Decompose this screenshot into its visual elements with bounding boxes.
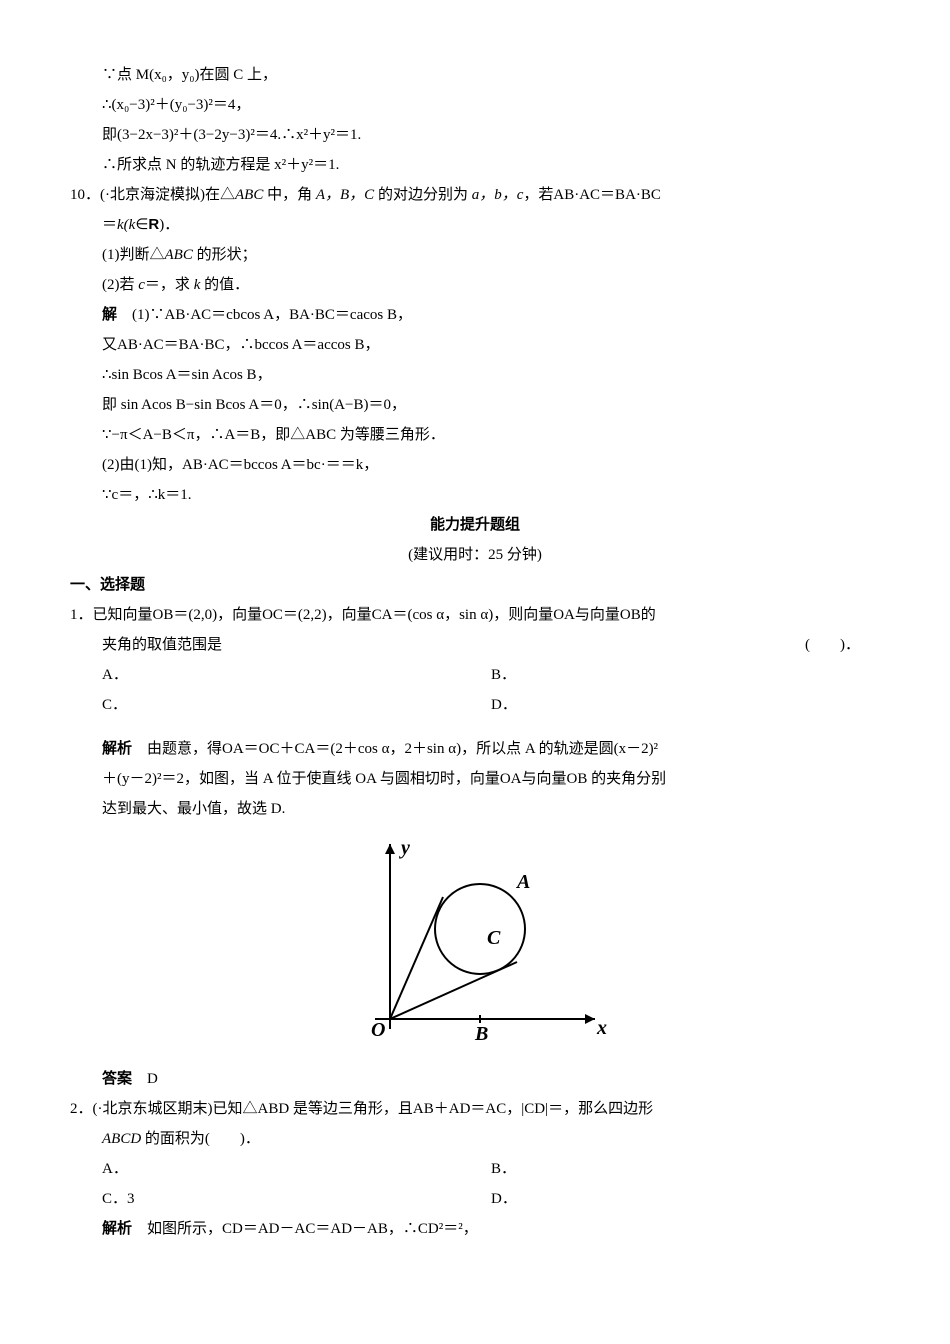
top-l3: 即(3−2x−3)²＋(3−2y−3)²＝4.∴x²＋y²＝1. bbox=[102, 120, 880, 150]
q1-figure: O B x y A C bbox=[335, 834, 615, 1054]
q1-ana2: ＋(y－2)²＝2，如图，当 A 位于使直线 OA 与圆相切时，向量OA与向量O… bbox=[70, 764, 880, 794]
q2-choice-d: D． bbox=[491, 1184, 880, 1214]
q10-head-e: 的对边分别为 bbox=[374, 187, 472, 203]
q2-head2b: 的面积为( )． bbox=[141, 1131, 260, 1147]
q2-ana-text: 如图所示，CD＝AD－AC＝AD－AB，∴CD²＝²， bbox=[132, 1221, 478, 1237]
q10-head-d: A，B，C bbox=[316, 187, 374, 203]
q10-l2c: ∈ bbox=[135, 217, 148, 233]
q10-head: 10．(·北京海淀模拟)在△ABC 中，角 A，B，C 的对边分别为 a，b，c… bbox=[70, 180, 880, 210]
group-title: 能力提升题组 bbox=[70, 510, 880, 540]
section-1-title: 一、选择题 bbox=[70, 570, 880, 600]
fig-label-a: A bbox=[515, 871, 530, 893]
q10-l2b: k(k bbox=[117, 217, 135, 233]
q2-choice-b: B． bbox=[491, 1154, 880, 1184]
q10-p2e: 的值． bbox=[200, 277, 249, 293]
fig-label-c: C bbox=[487, 927, 501, 949]
q2-head2a: ABCD bbox=[102, 1131, 141, 1147]
q1-ans-text: D bbox=[132, 1071, 158, 1087]
q10-sol-label: 解 bbox=[102, 306, 117, 323]
top-l2: ∴(x₀−3)²＋(y₀−3)²＝4， bbox=[102, 90, 880, 120]
q2-choice-c: C．3 bbox=[102, 1184, 491, 1214]
q1-ana-label: 解析 bbox=[102, 740, 132, 757]
q10-s4: 即 sin Acos B−sin Bcos A＝0，∴sin(A−B)＝0， bbox=[70, 390, 880, 420]
q10-head-a: 10．(·北京海淀模拟)在△ bbox=[70, 187, 235, 203]
q10-s2: 又AB·AC＝BA·BC，∴bccos A＝accos B， bbox=[70, 330, 880, 360]
fig-label-y: y bbox=[399, 837, 410, 859]
q10-sol: 解 (1)∵AB·AC＝cbcos A，BA·BC＝cacos B， bbox=[70, 300, 880, 330]
q2-ana-label: 解析 bbox=[102, 1220, 132, 1237]
q10-head-g: ，若AB·AC＝BA·BC bbox=[523, 187, 661, 203]
q10-s3: ∴sin Bcos A＝sin Acos B， bbox=[70, 360, 880, 390]
q10-l2a: ＝ bbox=[102, 217, 117, 233]
q10-p2a: (2)若 bbox=[102, 277, 138, 293]
q1-head: 1．已知向量OB＝(2,0)，向量OC＝(2,2)，向量CA＝(cos α，si… bbox=[70, 600, 880, 630]
q10-head-b: ABC bbox=[235, 187, 263, 203]
q1-choice-c: C． bbox=[102, 690, 491, 720]
q2-choice-a: A． bbox=[102, 1154, 491, 1184]
q2-ana: 解析 如图所示，CD＝AD－AC＝AD－AB，∴CD²＝²， bbox=[70, 1214, 880, 1244]
fig-label-x: x bbox=[596, 1017, 607, 1039]
q10-l2: ＝k(k∈R)． bbox=[70, 210, 880, 240]
q1-ans: 答案 D bbox=[70, 1064, 880, 1094]
q10-l2e: )． bbox=[159, 217, 179, 233]
q1-ana3: 达到最大、最小值，故选 D. bbox=[70, 794, 880, 824]
q10-p1a: (1)判断△ bbox=[102, 247, 165, 263]
q10-p1b: ABC bbox=[165, 247, 193, 263]
q2-head: 2．(·北京东城区期末)已知△ABD 是等边三角形，且AB＋AD＝AC，|CD|… bbox=[70, 1094, 880, 1124]
fig-label-o: O bbox=[371, 1019, 385, 1041]
q10-s6: (2)由(1)知，AB·AC＝bccos A＝bc·＝＝k， bbox=[70, 450, 880, 480]
top-l1: ∵点 M(x₀，y₀)在圆 C 上， bbox=[102, 60, 880, 90]
q10-s7: ∵c＝，∴k＝1. bbox=[70, 480, 880, 510]
q1-ans-label: 答案 bbox=[102, 1070, 132, 1087]
q10-p1c: 的形状； bbox=[193, 247, 257, 263]
q1-ana1: 解析 由题意，得OA＝OC＋CA＝(2＋cos α，2＋sin α)，所以点 A… bbox=[70, 734, 880, 764]
q1-head2: 夹角的取值范围是 bbox=[102, 630, 222, 660]
q10-l2d: R bbox=[148, 216, 159, 233]
q1-choice-b: B． bbox=[491, 660, 880, 690]
q10-head-c: 中，角 bbox=[263, 187, 316, 203]
q10-p2c: ＝，求 bbox=[145, 277, 194, 293]
group-sub: (建议用时：25 分钟) bbox=[70, 540, 880, 570]
q10-s5: ∵−π＜A−B＜π，∴A＝B，即△ABC 为等腰三角形． bbox=[70, 420, 880, 450]
q10-p2: (2)若 c＝，求 k 的值． bbox=[70, 270, 880, 300]
q10-p1: (1)判断△ABC 的形状； bbox=[70, 240, 880, 270]
q10-p2b: c bbox=[138, 277, 145, 293]
top-l4: ∴所求点 N 的轨迹方程是 x²＋y²＝1. bbox=[102, 150, 880, 180]
q10-head-f: a，b，c bbox=[472, 187, 524, 203]
q1-choice-d: D． bbox=[491, 690, 880, 720]
q10-s1: (1)∵AB·AC＝cbcos A，BA·BC＝cacos B， bbox=[117, 307, 412, 323]
q1-paren: ( )． bbox=[805, 630, 880, 660]
q2-head2: ABCD 的面积为( )． bbox=[70, 1124, 880, 1154]
fig-label-b: B bbox=[474, 1023, 488, 1045]
q1-choice-a: A． bbox=[102, 660, 491, 690]
q1-ana1-text: 由题意，得OA＝OC＋CA＝(2＋cos α，2＋sin α)，所以点 A 的轨… bbox=[132, 741, 658, 757]
